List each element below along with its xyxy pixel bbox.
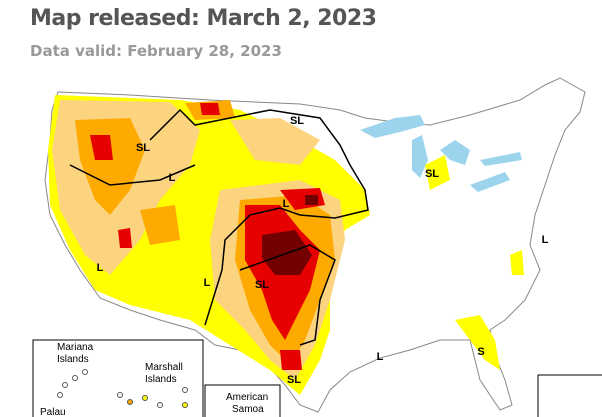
inset-label: American (226, 392, 268, 403)
inset-box (204, 384, 281, 417)
drought-area (510, 250, 524, 275)
inset-label: Palau (40, 407, 66, 417)
inset-box (32, 339, 204, 417)
inset-label: Mariana (57, 342, 94, 353)
drought-area (90, 135, 113, 160)
lake (412, 135, 428, 178)
inset-label: Islands (145, 374, 177, 385)
impact-line (239, 244, 336, 346)
map-label: L (169, 172, 176, 184)
drought-area (200, 103, 220, 115)
subtitle: Data valid: February 28, 2023 (30, 42, 282, 60)
inset-label: Islands (57, 354, 89, 365)
lake (360, 115, 425, 138)
inset-box (537, 374, 602, 417)
map-label: SL (287, 374, 301, 386)
map-label: SL (290, 115, 304, 127)
inset-islands (57, 369, 188, 408)
impact-line (69, 164, 196, 186)
drought-area (230, 118, 320, 165)
map-label: L (97, 262, 104, 274)
lake (480, 152, 522, 166)
drought-area (455, 315, 500, 370)
drought-area (305, 195, 318, 205)
lake (470, 172, 510, 192)
map-label: L (377, 351, 384, 363)
map-label: SL (255, 279, 269, 291)
drought-area (280, 350, 302, 370)
lake (440, 140, 470, 165)
map-label: SL (136, 142, 150, 154)
drought-area (425, 155, 450, 190)
map-label: L (204, 277, 211, 289)
map-label: S (477, 346, 484, 358)
impact-line (149, 108, 369, 326)
map-label: L (542, 234, 549, 246)
map-label: L (283, 198, 290, 210)
title: Map released: March 2, 2023 (30, 6, 377, 31)
inset-label: Marshall (145, 362, 183, 373)
drought-area (118, 228, 132, 248)
drought-area (140, 205, 180, 245)
inset-label: Samoa (232, 404, 264, 415)
map-label: SL (425, 168, 439, 180)
